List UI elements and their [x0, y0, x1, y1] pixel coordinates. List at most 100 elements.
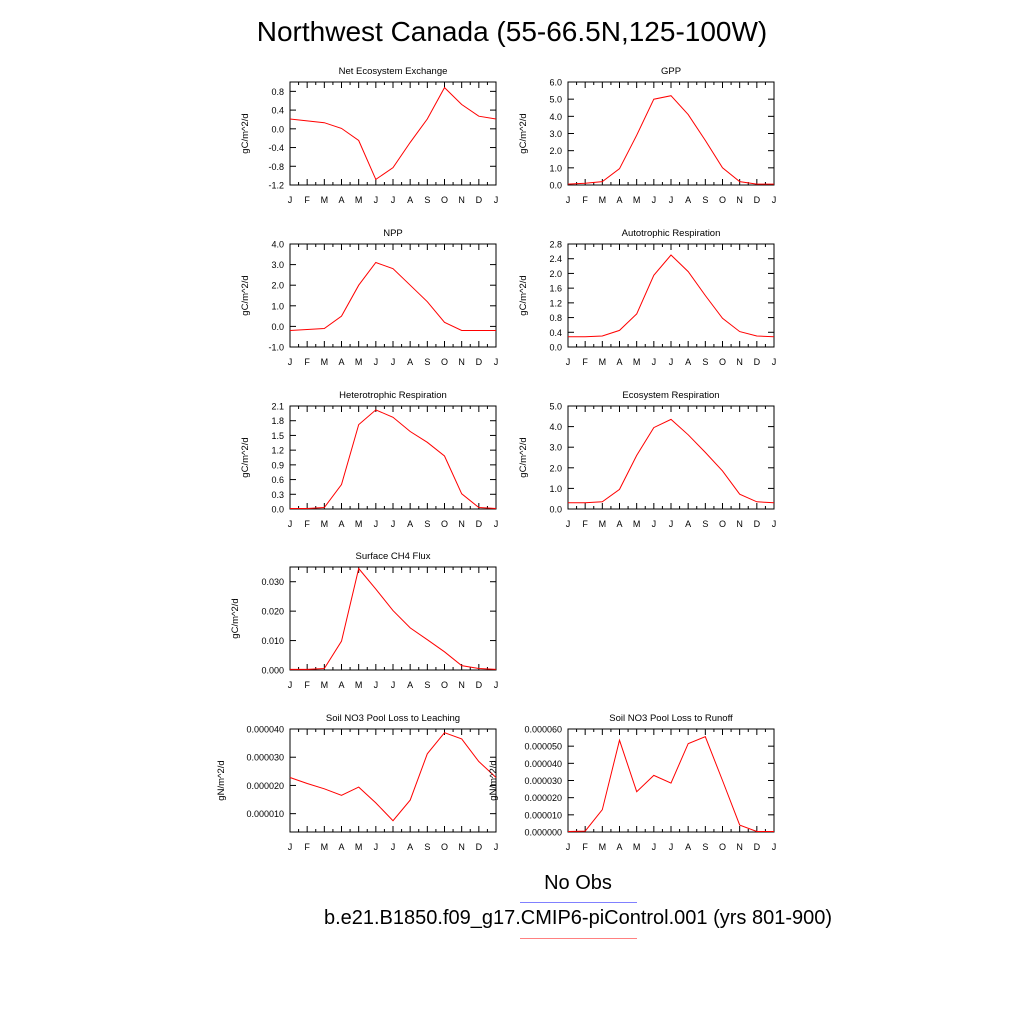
x-tick-label: S [702, 195, 708, 205]
x-tick-label: J [566, 195, 571, 205]
y-tick-label: 0.4 [271, 106, 284, 116]
x-tick-label: A [616, 519, 622, 529]
y-tick-label: 0.000020 [524, 793, 562, 803]
y-tick-label: 0.4 [549, 328, 562, 338]
x-tick-label: M [599, 842, 607, 852]
y-tick-label: 0.8 [271, 87, 284, 97]
x-tick-label: F [582, 519, 588, 529]
x-tick-label: F [304, 842, 310, 852]
x-tick-label: J [669, 842, 674, 852]
x-tick-label: S [424, 195, 430, 205]
y-tick-label: 3.0 [549, 129, 562, 139]
x-tick-label: N [736, 519, 743, 529]
y-axis-label: gC/m^2/d [240, 437, 251, 477]
x-tick-label: J [566, 842, 571, 852]
y-tick-label: 0.0 [549, 181, 562, 191]
series-line [568, 254, 775, 338]
x-tick-label: O [719, 519, 726, 529]
x-tick-label: M [599, 519, 607, 529]
x-tick-label: F [304, 519, 310, 529]
x-tick-label: F [304, 195, 310, 205]
x-tick-label: J [652, 195, 657, 205]
x-tick-label: M [321, 195, 329, 205]
y-tick-label: 2.0 [271, 281, 284, 291]
y-axis-label: gC/m^2/d [518, 113, 529, 153]
x-tick-label: D [754, 357, 761, 367]
series-line [568, 418, 775, 504]
y-axis-label: gN/m^2/d [216, 760, 227, 800]
y-tick-label: -0.8 [268, 162, 284, 172]
panel-title: NPP [383, 228, 403, 239]
y-tick-label: 2.0 [549, 463, 562, 473]
y-tick-label: 2.0 [549, 146, 562, 156]
x-tick-label: J [566, 519, 571, 529]
series-line [289, 732, 497, 822]
x-tick-label: J [772, 357, 777, 367]
y-tick-label: 1.0 [549, 163, 562, 173]
y-tick-label: 4.0 [549, 112, 562, 122]
y-axis-label: gC/m^2/d [230, 598, 241, 638]
series-line [290, 567, 497, 670]
legend-model-label: b.e21.B1850.f09_g17.CMIP6-piControl.001 … [323, 907, 833, 929]
y-tick-label: 2.4 [549, 254, 562, 264]
x-tick-label: A [407, 519, 413, 529]
y-tick-label: 2.0 [549, 269, 562, 279]
x-tick-label: J [494, 357, 499, 367]
x-tick-label: N [736, 357, 743, 367]
x-tick-label: S [424, 357, 430, 367]
x-tick-label: N [458, 357, 465, 367]
y-axis-label: gN/m^2/d [488, 760, 499, 800]
y-tick-label: 0.000030 [524, 776, 562, 786]
x-tick-label: D [754, 842, 761, 852]
x-tick-label: A [338, 519, 344, 529]
panel-frame [289, 243, 497, 348]
x-tick-label: M [321, 680, 329, 690]
x-tick-label: A [616, 357, 622, 367]
x-tick-label: N [458, 195, 465, 205]
x-tick-label: J [374, 519, 379, 529]
x-tick-label: M [633, 519, 641, 529]
x-tick-label: J [374, 357, 379, 367]
x-tick-label: M [321, 519, 329, 529]
x-tick-label: A [616, 195, 622, 205]
x-tick-label: M [599, 195, 607, 205]
x-tick-label: J [391, 842, 396, 852]
panel-title: Soil NO3 Pool Loss to Runoff [609, 713, 733, 724]
x-tick-label: M [633, 842, 641, 852]
x-tick-label: J [391, 519, 396, 529]
x-tick-label: A [338, 357, 344, 367]
y-tick-label: 0.010 [261, 636, 284, 646]
x-tick-label: O [719, 195, 726, 205]
y-tick-label: 0.3 [271, 490, 284, 500]
y-tick-label: -1.2 [268, 181, 284, 191]
panel-frame [289, 728, 497, 833]
figure-title: Northwest Canada (55-66.5N,125-100W) [256, 16, 768, 47]
y-axis-label: gC/m^2/d [518, 437, 529, 477]
y-tick-label: 5.0 [549, 402, 562, 412]
y-tick-label: 1.2 [549, 298, 562, 308]
panel-title: Autotrophic Respiration [622, 228, 721, 239]
y-tick-label: -1.0 [268, 343, 284, 353]
x-tick-label: F [304, 680, 310, 690]
x-tick-label: J [494, 195, 499, 205]
y-tick-label: 0.000010 [524, 810, 562, 820]
x-tick-label: M [355, 842, 363, 852]
panel-frame [289, 81, 497, 186]
x-tick-label: J [494, 842, 499, 852]
y-tick-label: 0.020 [261, 607, 284, 617]
x-tick-label: J [772, 842, 777, 852]
y-tick-label: 0.0 [549, 505, 562, 515]
x-tick-label: J [288, 195, 293, 205]
x-tick-label: N [736, 195, 743, 205]
x-tick-label: A [685, 519, 691, 529]
x-tick-label: D [476, 842, 483, 852]
y-tick-label: 0.000040 [246, 725, 284, 735]
x-tick-label: A [685, 842, 691, 852]
x-tick-label: N [736, 842, 743, 852]
x-tick-label: M [321, 842, 329, 852]
x-tick-label: J [288, 842, 293, 852]
x-tick-label: S [424, 519, 430, 529]
x-tick-label: M [633, 357, 641, 367]
y-tick-label: 1.0 [271, 301, 284, 311]
